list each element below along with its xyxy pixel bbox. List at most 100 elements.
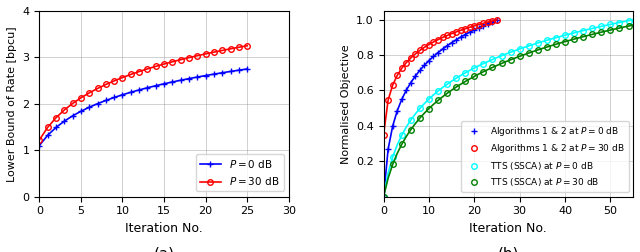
TTS (SSCA) at $P = 0$ dB: [570, 31, 578, 34]
$P = 30$ dB: [143, 67, 151, 70]
Algorithms 1 & 2 at $P = 0$ dB: [398, 98, 406, 101]
TTS (SSCA) at $P = 0$ dB: [488, 58, 496, 61]
TTS (SSCA) at $P = 30$ dB: [479, 70, 487, 73]
Algorithms 1 & 2 at $P = 30$ dB: [380, 133, 387, 136]
Algorithms 1 & 2 at $P = 30$ dB: [429, 41, 437, 44]
Algorithms 1 & 2 at $P = 0$ dB: [466, 31, 474, 34]
TTS (SSCA) at $P = 0$ dB: [434, 89, 442, 92]
Algorithms 1 & 2 at $P = 0$ dB: [394, 109, 401, 112]
TTS (SSCA) at $P = 0$ dB: [398, 134, 406, 137]
$P = 0$ dB: [77, 110, 84, 113]
TTS (SSCA) at $P = 30$ dB: [425, 107, 433, 110]
Legend: $P = 0$ dB, $P = 30$ dB: $P = 0$ dB, $P = 30$ dB: [196, 154, 284, 191]
Algorithms 1 & 2 at $P = 30$ dB: [466, 26, 474, 29]
$P = 30$ dB: [235, 46, 243, 49]
$P = 30$ dB: [52, 116, 60, 119]
$P = 30$ dB: [127, 73, 134, 76]
TTS (SSCA) at $P = 30$ dB: [389, 163, 397, 166]
$P = 0$ dB: [143, 86, 151, 89]
$P = 0$ dB: [110, 96, 118, 99]
TTS (SSCA) at $P = 0$ dB: [607, 23, 614, 26]
$P = 0$ dB: [60, 120, 68, 123]
Algorithms 1 & 2 at $P = 0$ dB: [434, 51, 442, 54]
Algorithms 1 & 2 at $P = 30$ dB: [493, 18, 501, 21]
Algorithms 1 & 2 at $P = 0$ dB: [380, 195, 387, 198]
$P = 0$ dB: [68, 114, 76, 117]
Legend: Algorithms 1 & 2 at $P = 0$ dB, Algorithms 1 & 2 at $P = 30$ dB, TTS (SSCA) at $: Algorithms 1 & 2 at $P = 0$ dB, Algorith…: [461, 121, 628, 192]
Title: (b): (b): [497, 247, 519, 252]
$P = 30$ dB: [243, 44, 251, 47]
TTS (SSCA) at $P = 0$ dB: [407, 118, 415, 121]
TTS (SSCA) at $P = 0$ dB: [416, 107, 424, 110]
Algorithms 1 & 2 at $P = 30$ dB: [394, 74, 401, 77]
$P = 30$ dB: [77, 96, 84, 99]
Algorithms 1 & 2 at $P = 0$ dB: [416, 69, 424, 72]
TTS (SSCA) at $P = 30$ dB: [625, 24, 632, 27]
Algorithms 1 & 2 at $P = 30$ dB: [479, 22, 487, 25]
Algorithms 1 & 2 at $P = 0$ dB: [475, 26, 483, 29]
Algorithms 1 & 2 at $P = 30$ dB: [389, 84, 397, 87]
TTS (SSCA) at $P = 30$ dB: [598, 31, 605, 34]
Algorithms 1 & 2 at $P = 30$ dB: [461, 27, 469, 30]
Y-axis label: Lower Bound of Rate [bpcu]: Lower Bound of Rate [bpcu]: [7, 26, 17, 181]
Algorithms 1 & 2 at $P = 0$ dB: [412, 75, 419, 78]
TTS (SSCA) at $P = 0$ dB: [579, 29, 587, 32]
TTS (SSCA) at $P = 30$ dB: [398, 143, 406, 146]
$P = 0$ dB: [202, 74, 209, 77]
TTS (SSCA) at $P = 30$ dB: [534, 48, 541, 51]
TTS (SSCA) at $P = 0$ dB: [470, 67, 478, 70]
$P = 30$ dB: [177, 58, 184, 61]
Algorithms 1 & 2 at $P = 30$ dB: [448, 32, 456, 35]
$P = 30$ dB: [135, 70, 143, 73]
$P = 30$ dB: [193, 54, 201, 57]
Algorithms 1 & 2 at $P = 30$ dB: [452, 30, 460, 34]
TTS (SSCA) at $P = 0$ dB: [543, 39, 550, 42]
Algorithms 1 & 2 at $P = 0$ dB: [470, 28, 478, 31]
TTS (SSCA) at $P = 0$ dB: [552, 36, 560, 39]
$P = 30$ dB: [93, 87, 101, 90]
Algorithms 1 & 2 at $P = 0$ dB: [484, 22, 492, 25]
$P = 0$ dB: [210, 73, 218, 76]
X-axis label: Iteration No.: Iteration No.: [470, 222, 547, 235]
Algorithms 1 & 2 at $P = 0$ dB: [488, 20, 496, 23]
TTS (SSCA) at $P = 30$ dB: [470, 75, 478, 78]
TTS (SSCA) at $P = 30$ dB: [488, 66, 496, 69]
Algorithms 1 & 2 at $P = 30$ dB: [484, 21, 492, 24]
Algorithms 1 & 2 at $P = 30$ dB: [420, 46, 428, 49]
Algorithms 1 & 2 at $P = 0$ dB: [448, 41, 456, 44]
$P = 30$ dB: [185, 56, 193, 59]
$P = 0$ dB: [235, 69, 243, 72]
TTS (SSCA) at $P = 30$ dB: [543, 46, 550, 49]
TTS (SSCA) at $P = 30$ dB: [516, 55, 524, 58]
$P = 0$ dB: [35, 144, 43, 147]
$P = 30$ dB: [227, 47, 234, 50]
Algorithms 1 & 2 at $P = 30$ dB: [412, 52, 419, 55]
TTS (SSCA) at $P = 30$ dB: [607, 28, 614, 32]
Algorithms 1 & 2 at $P = 0$ dB: [461, 33, 469, 36]
$P = 30$ dB: [218, 49, 226, 52]
TTS (SSCA) at $P = 0$ dB: [452, 77, 460, 80]
$P = 30$ dB: [60, 108, 68, 111]
$P = 0$ dB: [193, 76, 201, 79]
Algorithms 1 & 2 at $P = 0$ dB: [384, 147, 392, 150]
Algorithms 1 & 2 at $P = 30$ dB: [416, 49, 424, 52]
$P = 30$ dB: [152, 65, 159, 68]
$P = 30$ dB: [110, 79, 118, 82]
$P = 0$ dB: [102, 99, 109, 102]
Algorithms 1 & 2 at $P = 0$ dB: [452, 38, 460, 41]
TTS (SSCA) at $P = 0$ dB: [425, 98, 433, 101]
$P = 30$ dB: [102, 83, 109, 86]
TTS (SSCA) at $P = 30$ dB: [380, 195, 387, 198]
TTS (SSCA) at $P = 30$ dB: [416, 117, 424, 120]
$P = 30$ dB: [202, 52, 209, 55]
Algorithms 1 & 2 at $P = 0$ dB: [444, 44, 451, 47]
TTS (SSCA) at $P = 0$ dB: [588, 27, 596, 30]
Algorithms 1 & 2 at $P = 30$ dB: [425, 43, 433, 46]
TTS (SSCA) at $P = 0$ dB: [525, 44, 532, 47]
TTS (SSCA) at $P = 30$ dB: [561, 40, 569, 43]
TTS (SSCA) at $P = 30$ dB: [498, 62, 506, 65]
Algorithms 1 & 2 at $P = 0$ dB: [479, 24, 487, 27]
TTS (SSCA) at $P = 30$ dB: [552, 43, 560, 46]
TTS (SSCA) at $P = 0$ dB: [516, 47, 524, 50]
TTS (SSCA) at $P = 0$ dB: [444, 83, 451, 86]
